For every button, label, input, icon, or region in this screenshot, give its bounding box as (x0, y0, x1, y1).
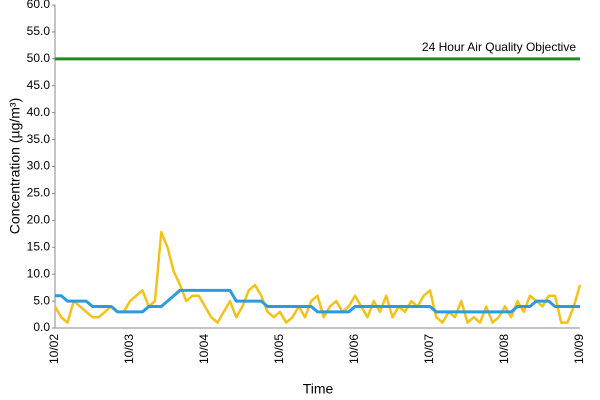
x-tick-label: 10/02 (47, 334, 61, 364)
x-tick-label: 10/09 (572, 334, 586, 364)
y-tick-label: 0.0 (33, 320, 50, 334)
annotation: 24 Hour Air Quality Objective (422, 40, 576, 54)
y-tick-label: 5.0 (33, 293, 50, 307)
y-tick-label: 30.0 (27, 159, 51, 173)
y-tick-label: 25.0 (27, 186, 51, 200)
series-line (55, 288, 580, 314)
x-tick-label: 10/03 (122, 334, 136, 364)
x-tick-label: 10/08 (497, 334, 511, 364)
x-tick-label: 10/06 (347, 334, 361, 364)
x-tick-label: 10/04 (197, 334, 211, 364)
x-tick-label: 10/05 (272, 334, 286, 364)
y-tick-label: 45.0 (27, 78, 51, 92)
y-tick-label: 60.0 (27, 0, 51, 11)
y-tick-label: 15.0 (27, 239, 51, 253)
y-tick-label: 55.0 (27, 24, 51, 38)
y-tick-label: 20.0 (27, 213, 51, 227)
y-axis-label: Concentration (µg/m³) (7, 98, 23, 234)
y-tick-label: 40.0 (27, 105, 51, 119)
series-line (53, 230, 582, 324)
y-tick-label: 35.0 (27, 132, 51, 146)
y-tick-label: 50.0 (27, 51, 51, 65)
x-axis-label: Time (303, 381, 334, 397)
x-tick-label: 10/07 (422, 334, 436, 364)
y-tick-label: 10.0 (27, 266, 51, 280)
